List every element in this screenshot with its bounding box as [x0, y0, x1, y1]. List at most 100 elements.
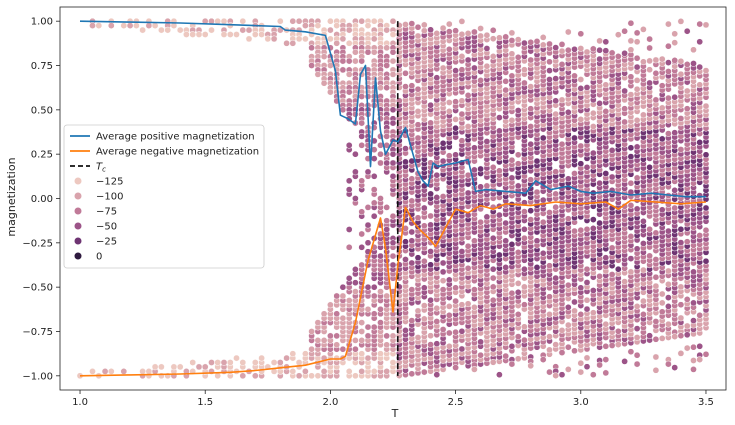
- scatter-point: [402, 21, 409, 28]
- scatter-point: [564, 108, 572, 116]
- scatter-point: [308, 44, 315, 52]
- scatter-point: [420, 315, 428, 323]
- scatter-point: [327, 35, 334, 43]
- scatter-point: [633, 63, 641, 71]
- scatter-point: [640, 297, 647, 305]
- scatter-point: [677, 225, 685, 233]
- scatter-point: [458, 66, 466, 74]
- scatter-point: [564, 281, 572, 289]
- scatter-point: [195, 363, 203, 371]
- scatter-point: [583, 48, 591, 56]
- scatter-point: [458, 18, 466, 25]
- scatter-point: [452, 151, 459, 159]
- scatter-point: [471, 366, 478, 373]
- scatter-point: [558, 96, 566, 104]
- scatter-point: [571, 45, 578, 53]
- scatter-point: [333, 292, 341, 300]
- scatter-point: [696, 356, 704, 363]
- scatter-point: [189, 359, 197, 366]
- y-tick-label: 0.00: [31, 194, 53, 205]
- scatter-point: [377, 350, 384, 358]
- scatter-point: [352, 195, 359, 202]
- scatter-point: [602, 369, 610, 377]
- scatter-point: [408, 237, 416, 245]
- scatter-point: [527, 176, 535, 184]
- scatter-point: [370, 323, 378, 331]
- scatter-point: [589, 287, 597, 294]
- scatter-point: [677, 239, 685, 246]
- scatter-point: [452, 27, 459, 35]
- scatter-point: [471, 166, 478, 174]
- scatter-point: [552, 97, 560, 105]
- scatter-point: [383, 368, 391, 375]
- scatter-point: [552, 75, 560, 82]
- legend-label: 0: [96, 252, 102, 263]
- scatter-point: [358, 350, 366, 358]
- scatter-point: [270, 359, 278, 366]
- scatter-point: [514, 36, 522, 43]
- scatter-point: [458, 345, 466, 353]
- scatter-point: [690, 357, 697, 364]
- scatter-point: [364, 221, 372, 229]
- scatter-point: [389, 332, 397, 340]
- scatter-point: [339, 66, 347, 74]
- scatter-point: [226, 22, 234, 29]
- scatter-point: [214, 17, 222, 25]
- scatter-point: [627, 179, 635, 187]
- scatter-point: [646, 163, 653, 171]
- scatter-point: [496, 114, 503, 121]
- scatter-point: [658, 55, 666, 63]
- scatter-point: [251, 359, 259, 366]
- scatter-point: [527, 140, 535, 148]
- scatter-point: [646, 79, 653, 87]
- scatter-point: [295, 35, 303, 43]
- scatter-point: [483, 31, 491, 39]
- scatter-point: [327, 301, 334, 309]
- scatter-point: [408, 20, 416, 27]
- scatter-point: [527, 83, 535, 90]
- scatter-point: [377, 195, 384, 202]
- scatter-point: [602, 320, 610, 328]
- y-tick-label: −0.25: [22, 238, 53, 249]
- scatter-point: [677, 115, 685, 122]
- scatter-point: [640, 58, 647, 66]
- scatter-point: [596, 219, 603, 227]
- scatter-point: [295, 372, 303, 380]
- scatter-point: [627, 348, 635, 356]
- scatter-point: [389, 48, 397, 56]
- legend-label: −25: [96, 237, 117, 248]
- scatter-point: [139, 368, 146, 375]
- scatter-point: [602, 108, 610, 115]
- scatter-point: [377, 84, 384, 92]
- scatter-point: [377, 305, 384, 313]
- scatter-point: [502, 86, 510, 94]
- scatter-point: [283, 39, 290, 47]
- scatter-point: [327, 332, 334, 340]
- scatter-point: [690, 60, 697, 67]
- scatter-point: [627, 153, 635, 160]
- scatter-point: [508, 342, 516, 350]
- scatter-point: [527, 216, 535, 223]
- scatter-point: [414, 121, 422, 129]
- scatter-point: [364, 168, 372, 176]
- scatter-point: [521, 265, 528, 273]
- scatter-point: [633, 77, 641, 84]
- scatter-point: [464, 30, 472, 37]
- scatter-point: [633, 205, 641, 213]
- scatter-point: [677, 350, 685, 357]
- scatter-point: [627, 46, 635, 54]
- scatter-point: [289, 39, 297, 47]
- scatter-point: [370, 172, 378, 180]
- scatter-point: [696, 20, 704, 28]
- scatter-point: [633, 54, 641, 62]
- scatter-point: [364, 323, 372, 331]
- scatter-point: [358, 17, 366, 25]
- scatter-point: [640, 266, 647, 274]
- scatter-point: [420, 257, 428, 265]
- scatter-point: [527, 105, 535, 113]
- scatter-point: [702, 226, 710, 234]
- scatter-point: [314, 22, 322, 29]
- scatter-point: [477, 165, 484, 173]
- scatter-point: [314, 71, 322, 78]
- scatter-point: [640, 111, 647, 119]
